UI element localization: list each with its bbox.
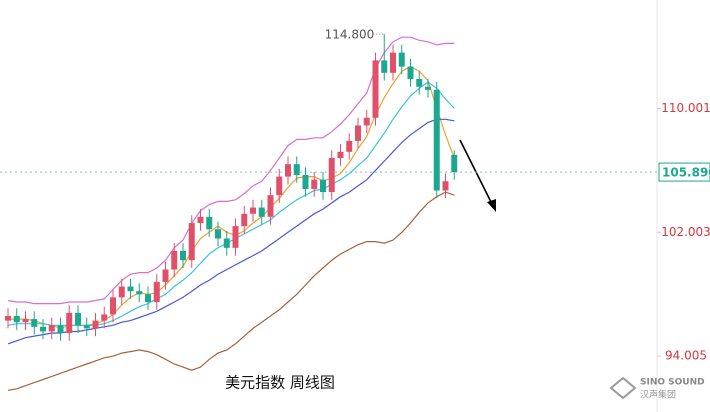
candle-body — [293, 164, 300, 176]
candle-body — [101, 314, 108, 321]
candle-body — [145, 294, 151, 303]
indicator-line — [7, 118, 455, 345]
candle-body — [197, 216, 204, 224]
candle-body — [276, 176, 283, 196]
candle-body — [215, 229, 221, 239]
candle-body — [127, 286, 134, 292]
candle-body — [40, 326, 46, 332]
candle-body — [267, 195, 274, 217]
candle-body — [232, 226, 239, 248]
candle-body — [355, 125, 361, 141]
candle-body — [48, 325, 55, 332]
candle-body — [372, 60, 379, 118]
candle-body — [381, 60, 388, 73]
candle-body — [442, 181, 449, 191]
candle-body — [258, 207, 265, 217]
candle-body — [118, 286, 125, 298]
candle-body — [398, 52, 405, 67]
candle-body — [22, 319, 29, 323]
candle-body — [302, 175, 309, 189]
candle-body — [171, 250, 178, 270]
candle-body — [390, 52, 396, 73]
indicator-line — [8, 65, 455, 330]
logo-icon — [609, 376, 637, 400]
candle-body — [162, 269, 169, 282]
candle-body — [337, 151, 344, 158]
candle-body — [425, 86, 431, 90]
candle-body — [223, 238, 230, 248]
last-price-label: 105.890 — [662, 166, 710, 180]
candle-body — [311, 179, 318, 189]
candle-body — [66, 312, 73, 334]
candle-body — [416, 78, 423, 87]
candle-body — [363, 117, 370, 126]
y-tick-label: 110.001 — [661, 101, 710, 115]
candle-body — [188, 223, 195, 261]
candle-body — [407, 66, 414, 79]
candle-body — [83, 325, 90, 329]
candle-body — [5, 315, 11, 321]
candle-body — [180, 250, 186, 261]
indicator-line — [7, 36, 455, 305]
chart-title: 美元指数 周线图 — [225, 374, 335, 392]
indicator-line — [7, 81, 455, 326]
candle-body — [433, 89, 440, 191]
logo: SINO SOUND 汉声集团 — [609, 376, 705, 401]
candle-body — [57, 325, 64, 334]
arrow-head — [487, 199, 496, 212]
candle-body — [285, 164, 291, 177]
candle-body — [250, 207, 256, 214]
candle-body — [451, 154, 458, 173]
logo-subtitle: 汉声集团 — [640, 389, 676, 401]
y-tick-label: 94.005 — [665, 349, 707, 363]
last-price-box — [658, 162, 710, 182]
candle-body — [31, 319, 38, 327]
candle-body — [75, 312, 81, 326]
annotation-label: 114.800 — [325, 28, 375, 42]
logo-name: SINO SOUND — [640, 378, 705, 388]
candle-body — [241, 213, 248, 227]
candle-body — [13, 315, 20, 323]
arrow — [459, 139, 494, 207]
candle-body — [206, 216, 213, 230]
candle-body — [92, 320, 99, 329]
candle-body — [320, 179, 326, 193]
indicator-line — [7, 191, 455, 391]
candle-body — [136, 291, 143, 295]
y-tick-label: 102.003 — [661, 225, 710, 239]
candle-body — [153, 281, 160, 303]
candle-body — [110, 297, 116, 315]
candle-body — [328, 157, 335, 193]
candle-body — [346, 140, 353, 152]
